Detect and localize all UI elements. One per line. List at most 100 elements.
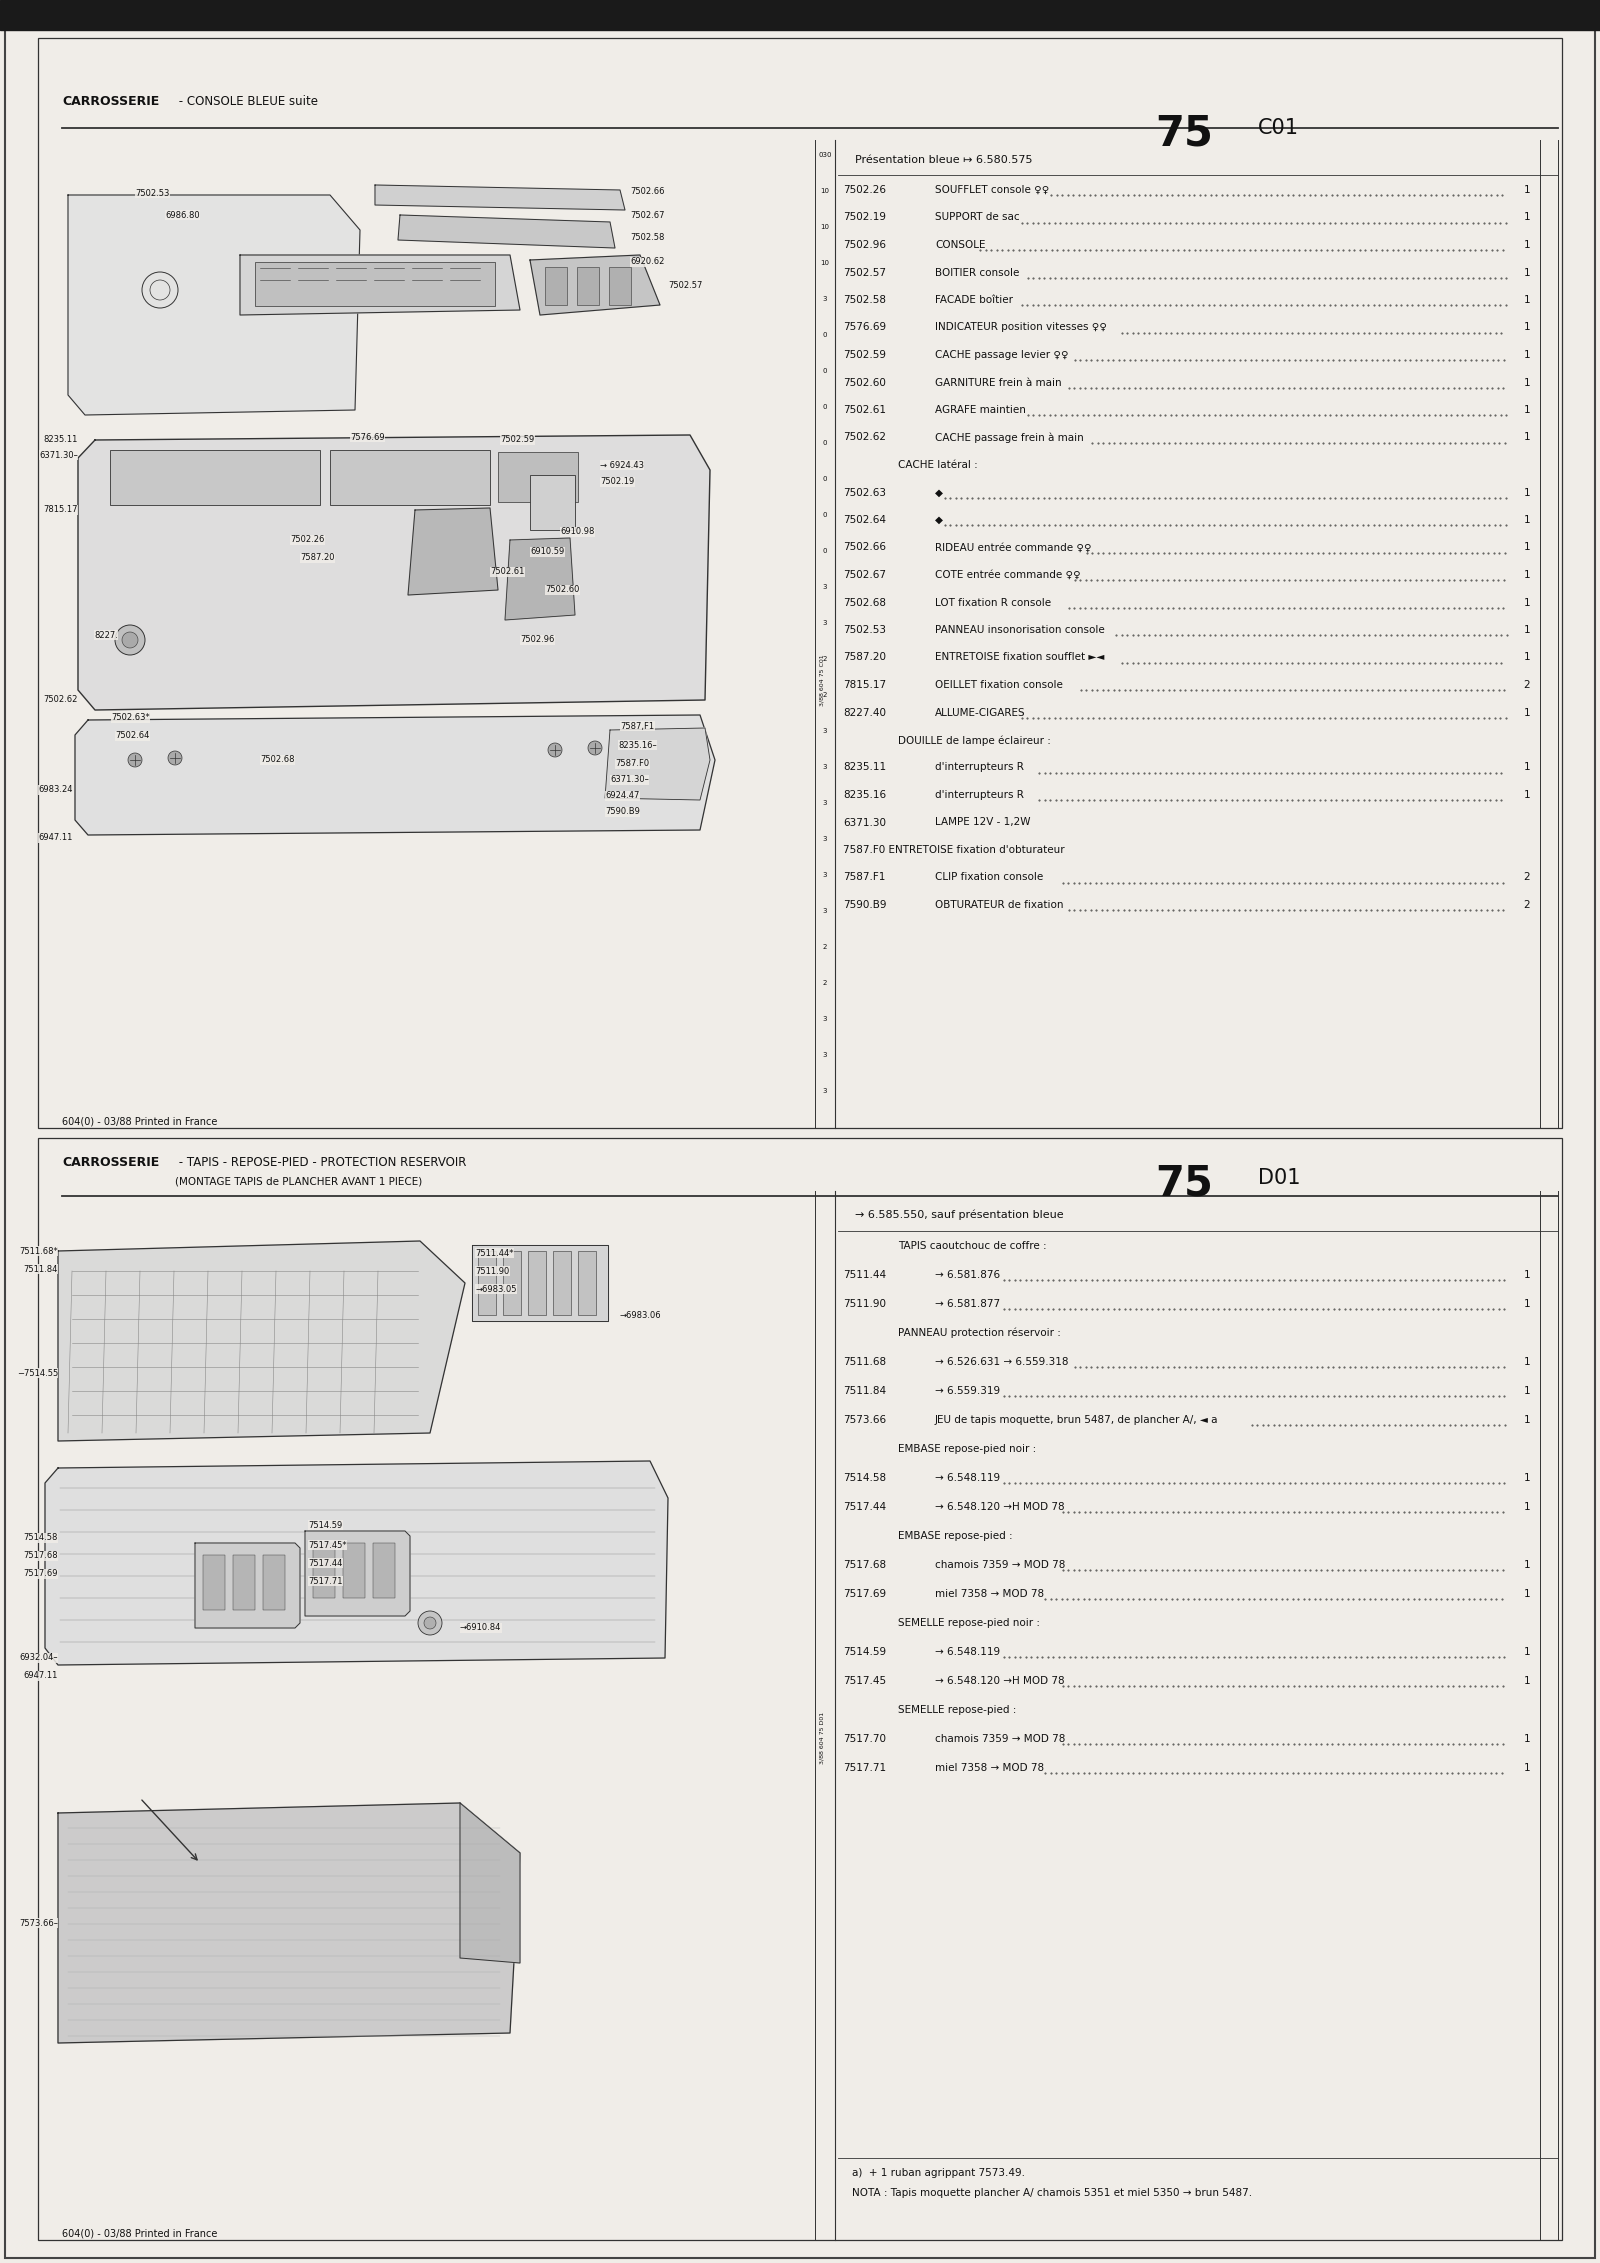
Text: → 6.548.120 →H MOD 78: → 6.548.120 →H MOD 78 [934,1503,1064,1512]
Text: 0: 0 [822,405,827,410]
Circle shape [122,631,138,647]
Text: EMBASE repose-pied :: EMBASE repose-pied : [898,1532,1013,1541]
Text: 1: 1 [1523,1473,1530,1482]
Text: 1: 1 [1523,708,1530,717]
Text: 1: 1 [1523,1733,1530,1745]
Text: 7502.64: 7502.64 [115,731,150,740]
Text: 1: 1 [1523,597,1530,606]
Text: 2: 2 [1523,901,1530,910]
Text: TAPIS caoutchouc de coffre :: TAPIS caoutchouc de coffre : [898,1240,1046,1251]
Text: 7502.67: 7502.67 [843,570,886,579]
Text: 7502.63: 7502.63 [843,487,886,498]
Text: 1: 1 [1523,240,1530,249]
Text: 2: 2 [822,944,827,950]
Text: 7514.58: 7514.58 [24,1534,58,1543]
Text: 3: 3 [822,871,827,878]
Text: −7514.55: −7514.55 [16,1369,58,1378]
Text: PANNEAU protection réservoir :: PANNEAU protection réservoir : [898,1328,1061,1337]
Text: 3/88 604 75 D01: 3/88 604 75 D01 [819,1711,824,1765]
Polygon shape [78,434,710,711]
Text: 6920.62: 6920.62 [630,258,664,267]
Text: 7502.61: 7502.61 [490,568,525,577]
Text: 1: 1 [1523,1414,1530,1426]
Text: 6371.30: 6371.30 [843,817,886,828]
Text: OEILLET fixation console: OEILLET fixation console [934,679,1062,690]
Text: 1: 1 [1523,763,1530,772]
Bar [578,1251,595,1315]
Bar [234,1555,254,1609]
Text: 2: 2 [822,692,827,697]
Text: 7517.68: 7517.68 [24,1552,58,1561]
Text: 7815.17: 7815.17 [843,679,886,690]
Polygon shape [530,256,661,315]
Circle shape [547,742,562,758]
Text: 7502.58: 7502.58 [843,294,886,306]
Bar [254,263,494,306]
Text: 1: 1 [1523,652,1530,663]
Text: →6910.84: →6910.84 [461,1623,501,1632]
Bar [578,267,598,306]
Text: (MONTAGE TAPIS de PLANCHER AVANT 1 PIECE): (MONTAGE TAPIS de PLANCHER AVANT 1 PIECE… [174,1177,422,1186]
Text: 7511.68*: 7511.68* [19,1247,58,1256]
Text: 7502.96: 7502.96 [520,636,554,645]
Bar [38,1138,1562,2240]
Text: 1: 1 [1523,213,1530,222]
Text: 7502.96: 7502.96 [843,240,886,249]
Text: → 6.548.120 →H MOD 78: → 6.548.120 →H MOD 78 [934,1677,1064,1686]
Text: C01: C01 [1258,118,1299,138]
Text: GARNITURE frein à main: GARNITURE frein à main [934,378,1062,387]
Text: 7587.F1: 7587.F1 [843,874,885,883]
Text: 7587,F1: 7587,F1 [621,722,654,731]
Bar [262,1555,285,1609]
Text: 7502.60: 7502.60 [843,378,886,387]
Text: 1: 1 [1523,267,1530,278]
Text: 1: 1 [1523,432,1530,444]
Text: 7502.64: 7502.64 [843,516,886,525]
Text: 8235.11: 8235.11 [843,763,886,772]
Text: → 6.526.631 → 6.559.318: → 6.526.631 → 6.559.318 [934,1358,1069,1367]
Text: miel 7358 → MOD 78: miel 7358 → MOD 78 [934,1589,1045,1600]
Text: 3: 3 [822,1016,827,1023]
Text: 7502.58: 7502.58 [630,233,664,242]
Text: 1: 1 [1523,324,1530,333]
Bar [330,450,490,505]
Text: 7511.84: 7511.84 [843,1385,886,1396]
Text: 7502.59: 7502.59 [843,351,886,360]
Bar [498,453,578,502]
Text: 7502.63*: 7502.63* [112,713,150,722]
Text: 3: 3 [822,729,827,733]
Text: 8235.11: 8235.11 [43,434,78,444]
Text: 7587.F0: 7587.F0 [614,760,650,769]
Text: 75: 75 [1155,111,1213,154]
Text: 2: 2 [822,980,827,987]
Polygon shape [605,729,710,801]
Text: PANNEAU insonorisation console: PANNEAU insonorisation console [934,625,1104,636]
Text: 6371.30–: 6371.30– [610,776,650,785]
Polygon shape [472,1245,608,1322]
Text: 1: 1 [1523,1763,1530,1772]
Text: 10: 10 [821,260,829,267]
Text: NOTA : Tapis moquette plancher A/ chamois 5351 et miel 5350 → brun 5487.: NOTA : Tapis moquette plancher A/ chamoi… [851,2188,1253,2197]
Bar [554,1251,571,1315]
Text: 604(0) - 03/88 Printed in France: 604(0) - 03/88 Printed in France [62,1116,218,1127]
Text: 7502.53: 7502.53 [843,625,886,636]
Bar [478,1251,496,1315]
Text: 7502.66: 7502.66 [630,188,664,197]
Text: 7517.44: 7517.44 [843,1503,886,1512]
Polygon shape [398,215,614,249]
Text: - CONSOLE BLEUE suite: - CONSOLE BLEUE suite [174,95,318,109]
Text: 7502.62: 7502.62 [843,432,886,444]
Text: 1: 1 [1523,487,1530,498]
Text: BOITIER console: BOITIER console [934,267,1019,278]
Circle shape [424,1618,435,1629]
Text: 1: 1 [1523,625,1530,636]
Text: DOUILLE de lampe éclaireur :: DOUILLE de lampe éclaireur : [898,735,1051,745]
Text: 7511.68: 7511.68 [843,1358,886,1367]
Text: →6983.05: →6983.05 [475,1285,517,1294]
Text: 7514.59: 7514.59 [307,1521,342,1530]
Text: 6947.11: 6947.11 [38,833,74,842]
Text: COTE entrée commande ♀♀: COTE entrée commande ♀♀ [934,570,1080,579]
Text: 7576.69: 7576.69 [843,324,886,333]
Text: 1: 1 [1523,1677,1530,1686]
Text: 10: 10 [821,224,829,231]
